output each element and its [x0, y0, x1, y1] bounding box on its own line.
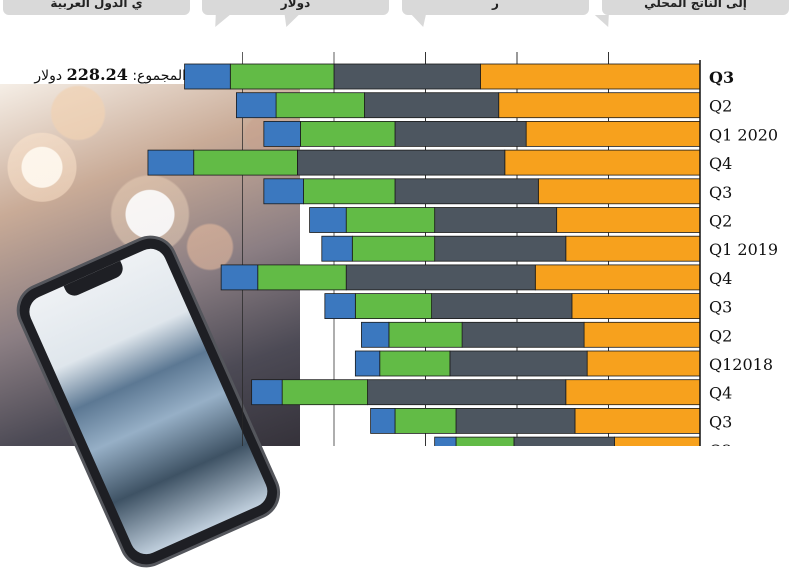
- category-label: Q2: [709, 97, 732, 116]
- bar-segment-blue: [251, 379, 283, 406]
- bar-segment-orange: [583, 321, 701, 348]
- total-value: 228.24: [66, 65, 128, 84]
- bar-segment-green: [193, 149, 298, 176]
- bar-segment-blue: [434, 436, 457, 446]
- bar-segment-blue: [321, 235, 353, 262]
- bar-segment-blue: [220, 264, 259, 291]
- category-label: Q3: [709, 298, 732, 317]
- bar-segment-dark: [449, 350, 588, 377]
- bar-segment-orange: [504, 149, 701, 176]
- callout-box-4: إلى الناتج المحلي: [602, 0, 789, 15]
- category-label: Q1 2020: [709, 125, 778, 144]
- bar-segment-orange: [565, 235, 701, 262]
- stacked-bar-chart: Q3 Q2 Q1 2020 Q4 Q3 Q2 Q1 2019 Q4 Q3 Q2 Q12018 Q4 Q3…: [147, 52, 778, 446]
- bar-segment-orange: [614, 436, 701, 446]
- bar-segment-green: [354, 293, 433, 320]
- bar-segment-dark: [394, 178, 539, 205]
- bar-segment-dark: [434, 235, 567, 262]
- category-label: Q4: [709, 269, 732, 288]
- bar-segment-blue: [263, 121, 301, 147]
- bar-segment-dark: [296, 149, 506, 176]
- bar-segment-dark: [455, 407, 576, 434]
- bar-segment-orange: [498, 92, 701, 119]
- callout-text-3: ر: [492, 0, 499, 10]
- bar-segment-orange: [479, 63, 701, 90]
- bar-segment-green: [345, 207, 436, 233]
- bar-segment-green: [388, 321, 463, 348]
- total-unit: دولار: [34, 68, 63, 84]
- bar-segment-dark: [431, 293, 573, 320]
- category-label: Q3: [709, 183, 732, 202]
- category-label: Q4: [709, 384, 732, 403]
- bar-segment-dark: [333, 63, 481, 90]
- category-label: Q1 2019: [709, 240, 778, 259]
- callout-text-4: إلى الناتج المحلي: [644, 0, 747, 10]
- bar-segment-orange: [586, 350, 701, 377]
- category-label: Q3: [709, 412, 732, 431]
- bar-segment-orange: [574, 407, 701, 434]
- bar-segment-blue: [354, 350, 381, 377]
- category-label: Q2: [709, 212, 732, 231]
- category-label: Q3: [709, 68, 734, 87]
- bar-segment-orange: [534, 264, 701, 291]
- bar-segment-green: [275, 92, 365, 119]
- category-label: Q12018: [709, 355, 773, 374]
- bar-segment-green: [303, 178, 396, 205]
- bar-segment-blue: [324, 293, 356, 320]
- total-prefix: المجموع:: [132, 68, 186, 84]
- bar-segment-green: [300, 121, 396, 147]
- bar-segment-dark: [345, 264, 536, 291]
- bar-segment-orange: [537, 178, 701, 205]
- bar-segment-dark: [461, 321, 585, 348]
- bar-segment-blue: [370, 407, 396, 434]
- bar-segment-orange: [525, 121, 701, 147]
- bar-segment-dark: [513, 436, 616, 446]
- bar-segment-green: [229, 63, 335, 90]
- callout-box-3: ر: [402, 0, 589, 15]
- category-label: Q2: [709, 441, 732, 446]
- bar-segment-blue: [361, 321, 390, 348]
- bar-segment-green: [257, 264, 347, 291]
- bar-segment-dark: [364, 92, 500, 119]
- bar-segment-blue: [184, 63, 231, 90]
- callout-text-2: دولار: [280, 0, 311, 10]
- bar-segment-blue: [263, 178, 304, 205]
- bar-segment-orange: [556, 207, 701, 233]
- bar-segment-dark: [367, 379, 567, 406]
- category-label: Q2: [709, 326, 732, 345]
- total-label: المجموع: 228.24 دولار: [34, 64, 186, 86]
- bar-segment-green: [281, 379, 368, 406]
- bar-segment-dark: [434, 207, 558, 233]
- bar-segment-blue: [309, 207, 347, 233]
- bar-segment-orange: [571, 293, 701, 320]
- bar-segment-green: [351, 235, 436, 262]
- bar-segment-green: [455, 436, 515, 446]
- bar-segment-blue: [235, 92, 277, 119]
- bar-segment-blue: [147, 149, 195, 176]
- callout-box-1: ي الدول العربية: [3, 0, 190, 15]
- bar-segment-green: [379, 350, 451, 377]
- callout-text-1: ي الدول العربية: [50, 0, 143, 10]
- callout-box-2: دولار: [202, 0, 389, 15]
- bar-segment-orange: [565, 379, 701, 406]
- bar-segment-green: [394, 407, 457, 434]
- category-label: Q4: [709, 154, 732, 173]
- bar-segment-dark: [394, 121, 527, 147]
